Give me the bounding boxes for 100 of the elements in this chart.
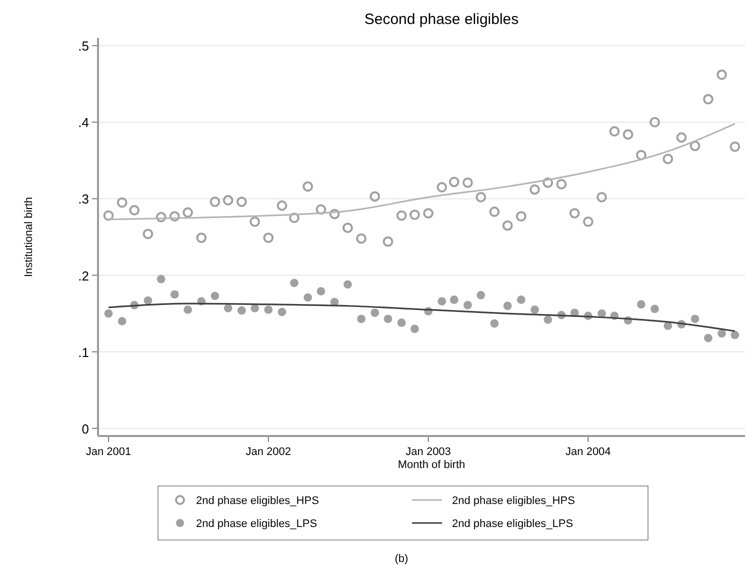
y-tick-label: 0: [82, 421, 89, 436]
x-tick-label: Jan 2004: [566, 446, 611, 458]
y-tick-label: .4: [78, 115, 89, 130]
point: [210, 196, 220, 207]
point: [276, 200, 288, 211]
point: [516, 211, 526, 222]
point: [690, 140, 700, 152]
point: [129, 205, 140, 216]
point: [582, 216, 594, 227]
legend-label: 2nd phase eligibles_HPS: [452, 495, 575, 507]
point: [718, 329, 726, 338]
point: [464, 300, 472, 310]
point: [397, 318, 406, 327]
point: [357, 314, 366, 324]
point: [730, 141, 740, 152]
point: [224, 304, 232, 312]
point: [316, 204, 326, 215]
y-tick-label: .3: [78, 192, 89, 207]
point: [650, 116, 660, 128]
point: [210, 292, 220, 300]
point: [342, 222, 353, 234]
point: [196, 232, 207, 243]
point: [636, 300, 646, 309]
point: [396, 210, 407, 221]
point: [690, 314, 700, 324]
point: [476, 192, 486, 202]
point: [356, 233, 366, 244]
x-tick-label: Jan 2003: [406, 446, 451, 458]
point: [436, 182, 448, 192]
point: [236, 196, 247, 207]
point: [382, 236, 394, 247]
point: [716, 70, 727, 80]
y-tick-label: .1: [78, 344, 89, 360]
point: [343, 280, 352, 289]
point: [302, 181, 314, 192]
point: [650, 304, 659, 314]
point: [118, 316, 126, 326]
point: [410, 324, 419, 334]
point: [316, 287, 326, 296]
point: [450, 296, 458, 304]
point: [237, 306, 246, 315]
point: [476, 290, 486, 300]
point: [169, 211, 180, 222]
point: [156, 212, 166, 222]
point: [516, 296, 526, 304]
point: [609, 126, 620, 137]
point: [530, 306, 539, 314]
chart-title: Second phase eligibles: [364, 11, 519, 28]
legend-label: 2nd phase eligibles_LPS: [196, 518, 318, 530]
point: [622, 129, 634, 140]
point: [289, 212, 300, 224]
point: [184, 306, 192, 314]
point: [278, 308, 286, 316]
point: [542, 177, 554, 188]
point: [290, 278, 298, 288]
point: [103, 210, 114, 221]
point: [144, 296, 152, 305]
point: [448, 176, 460, 188]
point: [264, 306, 273, 314]
point: [156, 274, 166, 284]
point: [664, 322, 672, 330]
point: [263, 232, 274, 243]
point: [490, 319, 499, 328]
point: [104, 309, 113, 318]
text: (b): [394, 553, 408, 565]
point: [370, 308, 380, 317]
x-tick-label: Jan 2002: [246, 446, 292, 458]
point: [304, 293, 312, 302]
point: [730, 330, 740, 340]
point: [170, 290, 179, 299]
legend-label: 2nd phase eligibles_LPS: [452, 518, 574, 530]
point: [116, 197, 128, 208]
point: [502, 220, 513, 231]
legend-label: 2nd phase eligibles_HPS: [196, 495, 319, 507]
point: [462, 177, 473, 188]
y-tick-label: .2: [78, 268, 89, 284]
point: [662, 154, 674, 164]
point: [142, 228, 154, 240]
y-tick-label: .5: [78, 38, 89, 54]
point: [438, 297, 446, 306]
point: [596, 192, 607, 202]
point: [503, 302, 512, 310]
point: [423, 208, 434, 218]
point: [384, 314, 392, 324]
x-tick-label: Jan 2001: [86, 446, 132, 458]
point: [704, 334, 712, 342]
point: [556, 178, 567, 190]
point: [703, 94, 714, 104]
point: [636, 150, 646, 160]
point: [182, 207, 193, 218]
point: [676, 132, 687, 143]
point: [489, 206, 500, 217]
y-axis-title: Institutional birth: [23, 196, 35, 278]
point: [530, 184, 540, 195]
point: [222, 195, 234, 206]
point: [250, 216, 260, 227]
point: [410, 210, 420, 220]
point: [544, 315, 552, 324]
x-axis-title: Month of birth: [398, 459, 466, 471]
point: [329, 208, 340, 220]
